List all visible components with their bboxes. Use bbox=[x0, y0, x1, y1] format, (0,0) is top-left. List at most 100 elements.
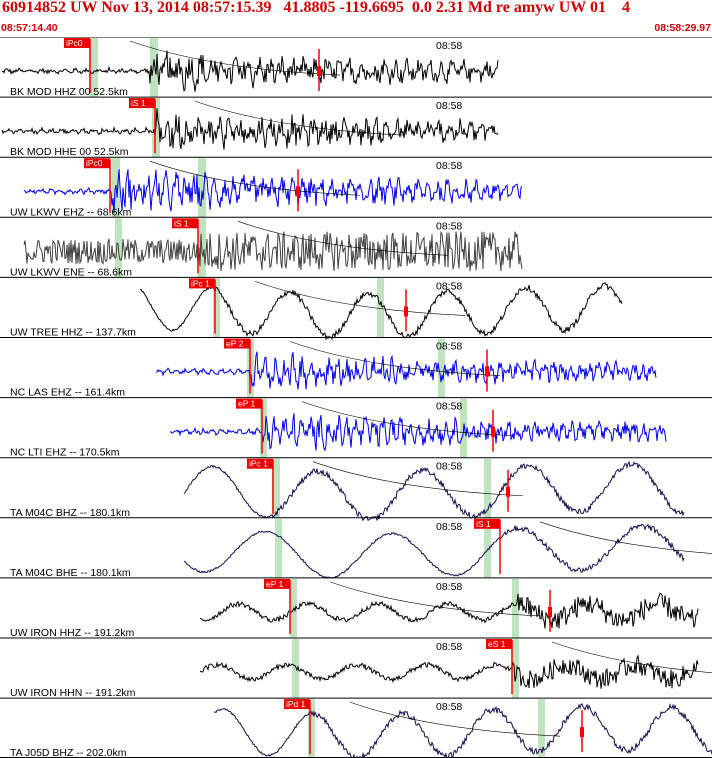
pick-label: iPc0 bbox=[66, 38, 83, 48]
time-window bbox=[292, 639, 299, 699]
trace-panel: 08:58 iS 1 BK MOD HHE 00 52.5km bbox=[0, 96, 712, 158]
end-time: 08:58:29.97 bbox=[654, 22, 711, 34]
trace-panel: 08:58 iS 1 UW LKWV ENE -- 68.6km bbox=[0, 216, 712, 278]
minute-label: 08:58 bbox=[436, 701, 462, 713]
waveform bbox=[169, 413, 667, 452]
station-label: NC LAS EHZ -- 161.4km bbox=[10, 387, 125, 399]
arrival-marker-tick bbox=[506, 486, 510, 497]
travel-curve bbox=[194, 100, 406, 136]
arrival-marker-tick bbox=[485, 366, 489, 377]
pick-flag[interactable] bbox=[284, 699, 310, 710]
travel-curve bbox=[237, 221, 449, 256]
arrival-marker-tick bbox=[580, 727, 584, 738]
time-window bbox=[213, 278, 220, 338]
minute-label: 08:58 bbox=[436, 641, 462, 653]
station-label: TA M04C BHE -- 180.1km bbox=[10, 567, 131, 579]
pick-label: iS 1 bbox=[131, 98, 146, 108]
pick-flag[interactable] bbox=[224, 338, 250, 349]
header: 60914852 UW Nov 13, 2014 08:57:15.39 41.… bbox=[0, 0, 712, 38]
station-label: UW IRON HHZ -- 191.2km bbox=[10, 627, 135, 639]
pick-flag[interactable] bbox=[84, 158, 110, 169]
time-window bbox=[90, 38, 98, 98]
time-window bbox=[272, 458, 280, 518]
station-label: UW LKWV EHZ -- 68.6km bbox=[10, 206, 132, 218]
travel-curve bbox=[254, 281, 466, 316]
minute-label: 08:58 bbox=[436, 160, 462, 172]
pick-label: eP 2 bbox=[226, 339, 244, 349]
pick-label: eP 1 bbox=[266, 579, 284, 589]
travel-curve bbox=[551, 641, 712, 674]
time-window bbox=[484, 518, 491, 578]
time-window bbox=[512, 639, 519, 699]
trace-panel: 08:58 eS 1 UW IRON HHN -- 191.2km bbox=[0, 637, 712, 699]
waveform bbox=[183, 460, 685, 522]
waveform bbox=[1, 108, 499, 150]
station-label: UW IRON HHN -- 191.2km bbox=[10, 687, 136, 699]
travel-curve bbox=[349, 701, 561, 737]
pick-flag[interactable] bbox=[264, 578, 290, 589]
pick-flag[interactable] bbox=[64, 38, 90, 48]
time-window bbox=[308, 699, 315, 758]
trace-panel: 08:58 iS 1 TA M04C BHE -- 180.1km bbox=[0, 517, 712, 579]
pick-flag[interactable] bbox=[129, 98, 155, 109]
pick-label: iPc0 bbox=[86, 158, 103, 168]
minute-label: 08:58 bbox=[436, 40, 462, 52]
arrival-marker-tick bbox=[296, 186, 300, 197]
pick-flag[interactable] bbox=[474, 518, 500, 529]
arrival-marker-tick bbox=[317, 66, 321, 77]
time-window bbox=[377, 278, 384, 338]
waveform bbox=[139, 282, 623, 341]
station-label: BK MOD HHE 00 52.5km bbox=[10, 146, 129, 158]
waveform bbox=[183, 523, 685, 579]
time-window bbox=[198, 158, 206, 218]
trace-panel: 08:58 eP 1 UW IRON HHZ -- 191.2km bbox=[0, 577, 712, 639]
trace-panel: 08:58 iPc0 BK MOD HHZ 00 52.5km bbox=[0, 37, 712, 98]
travel-curve bbox=[539, 521, 712, 554]
pick-label: eP 1 bbox=[238, 399, 256, 409]
pick-label: iPc 1 bbox=[249, 459, 268, 469]
travel-curve bbox=[329, 581, 541, 617]
time-window bbox=[275, 518, 282, 578]
station-label: UW TREE HHZ -- 137.7km bbox=[10, 327, 136, 339]
trace-panel: 08:58 eP 2 NC LAS EHZ -- 161.4km bbox=[0, 337, 712, 399]
pick-label: iS 1 bbox=[174, 218, 189, 228]
station-label: TA J05D BHZ -- 202.0km bbox=[10, 747, 127, 758]
arrival-marker-tick bbox=[491, 426, 495, 437]
travel-curve bbox=[149, 160, 361, 196]
arrival-marker-tick bbox=[404, 306, 408, 317]
event-title: 60914852 UW Nov 13, 2014 08:57:15.39 41.… bbox=[2, 0, 630, 16]
time-window bbox=[260, 398, 267, 458]
station-label: TA M04C BHZ -- 180.1km bbox=[10, 507, 130, 519]
station-label: NC LTI EHZ -- 170.5km bbox=[10, 447, 120, 459]
time-window bbox=[438, 338, 445, 398]
waveform bbox=[199, 592, 699, 629]
pick-label: iPd 1 bbox=[286, 699, 306, 709]
pick-flag[interactable] bbox=[189, 278, 215, 289]
trace-panel: 08:58 iPd 1 TA J05D BHZ -- 202.0km bbox=[0, 697, 712, 758]
station-label: BK MOD HHZ 00 52.5km bbox=[10, 86, 128, 98]
travel-curve bbox=[301, 401, 513, 436]
time-window bbox=[150, 38, 158, 98]
waveform bbox=[155, 351, 657, 390]
minute-label: 08:58 bbox=[436, 100, 462, 112]
travel-curve bbox=[312, 461, 524, 497]
minute-label: 08:58 bbox=[436, 220, 462, 232]
minute-label: 08:58 bbox=[436, 521, 462, 533]
time-window bbox=[538, 699, 545, 758]
trace-panel: 08:58 iPc 1 TA M04C BHZ -- 180.1km bbox=[0, 457, 712, 522]
waveform bbox=[213, 702, 712, 758]
minute-label: 08:58 bbox=[436, 280, 462, 292]
arrival-marker-tick bbox=[548, 606, 552, 617]
minute-label: 08:58 bbox=[436, 341, 462, 353]
pick-flag[interactable] bbox=[486, 639, 512, 649]
travel-curve bbox=[289, 341, 501, 376]
minute-label: 08:58 bbox=[436, 581, 462, 593]
minute-label: 08:58 bbox=[436, 461, 462, 473]
waveform bbox=[23, 230, 523, 272]
pick-flag[interactable] bbox=[247, 458, 273, 469]
pick-flag[interactable] bbox=[172, 218, 198, 229]
pick-flag[interactable] bbox=[236, 398, 262, 409]
pick-label: iPc 1 bbox=[191, 278, 210, 288]
seismogram-panel: 08:58 iPc0 BK MOD HHZ 00 52.5km 08:58 iS 1 BK… bbox=[0, 37, 712, 758]
trace-panel: 08:58 eP 1 NC LTI EHZ -- 170.5km bbox=[0, 397, 712, 459]
